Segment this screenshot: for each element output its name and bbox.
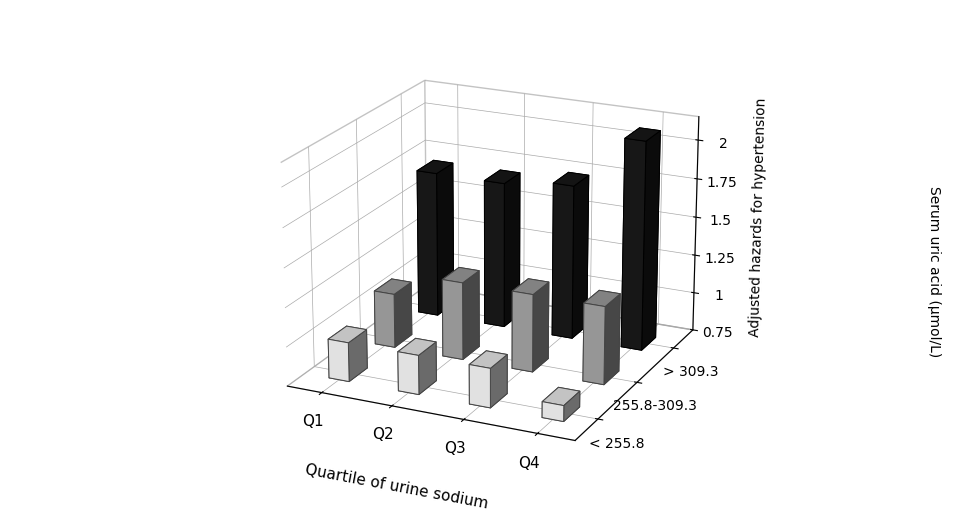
X-axis label: Quartile of urine sodium: Quartile of urine sodium [304,462,489,511]
Text: Serum uric acid (μmol/L): Serum uric acid (μmol/L) [926,186,940,358]
